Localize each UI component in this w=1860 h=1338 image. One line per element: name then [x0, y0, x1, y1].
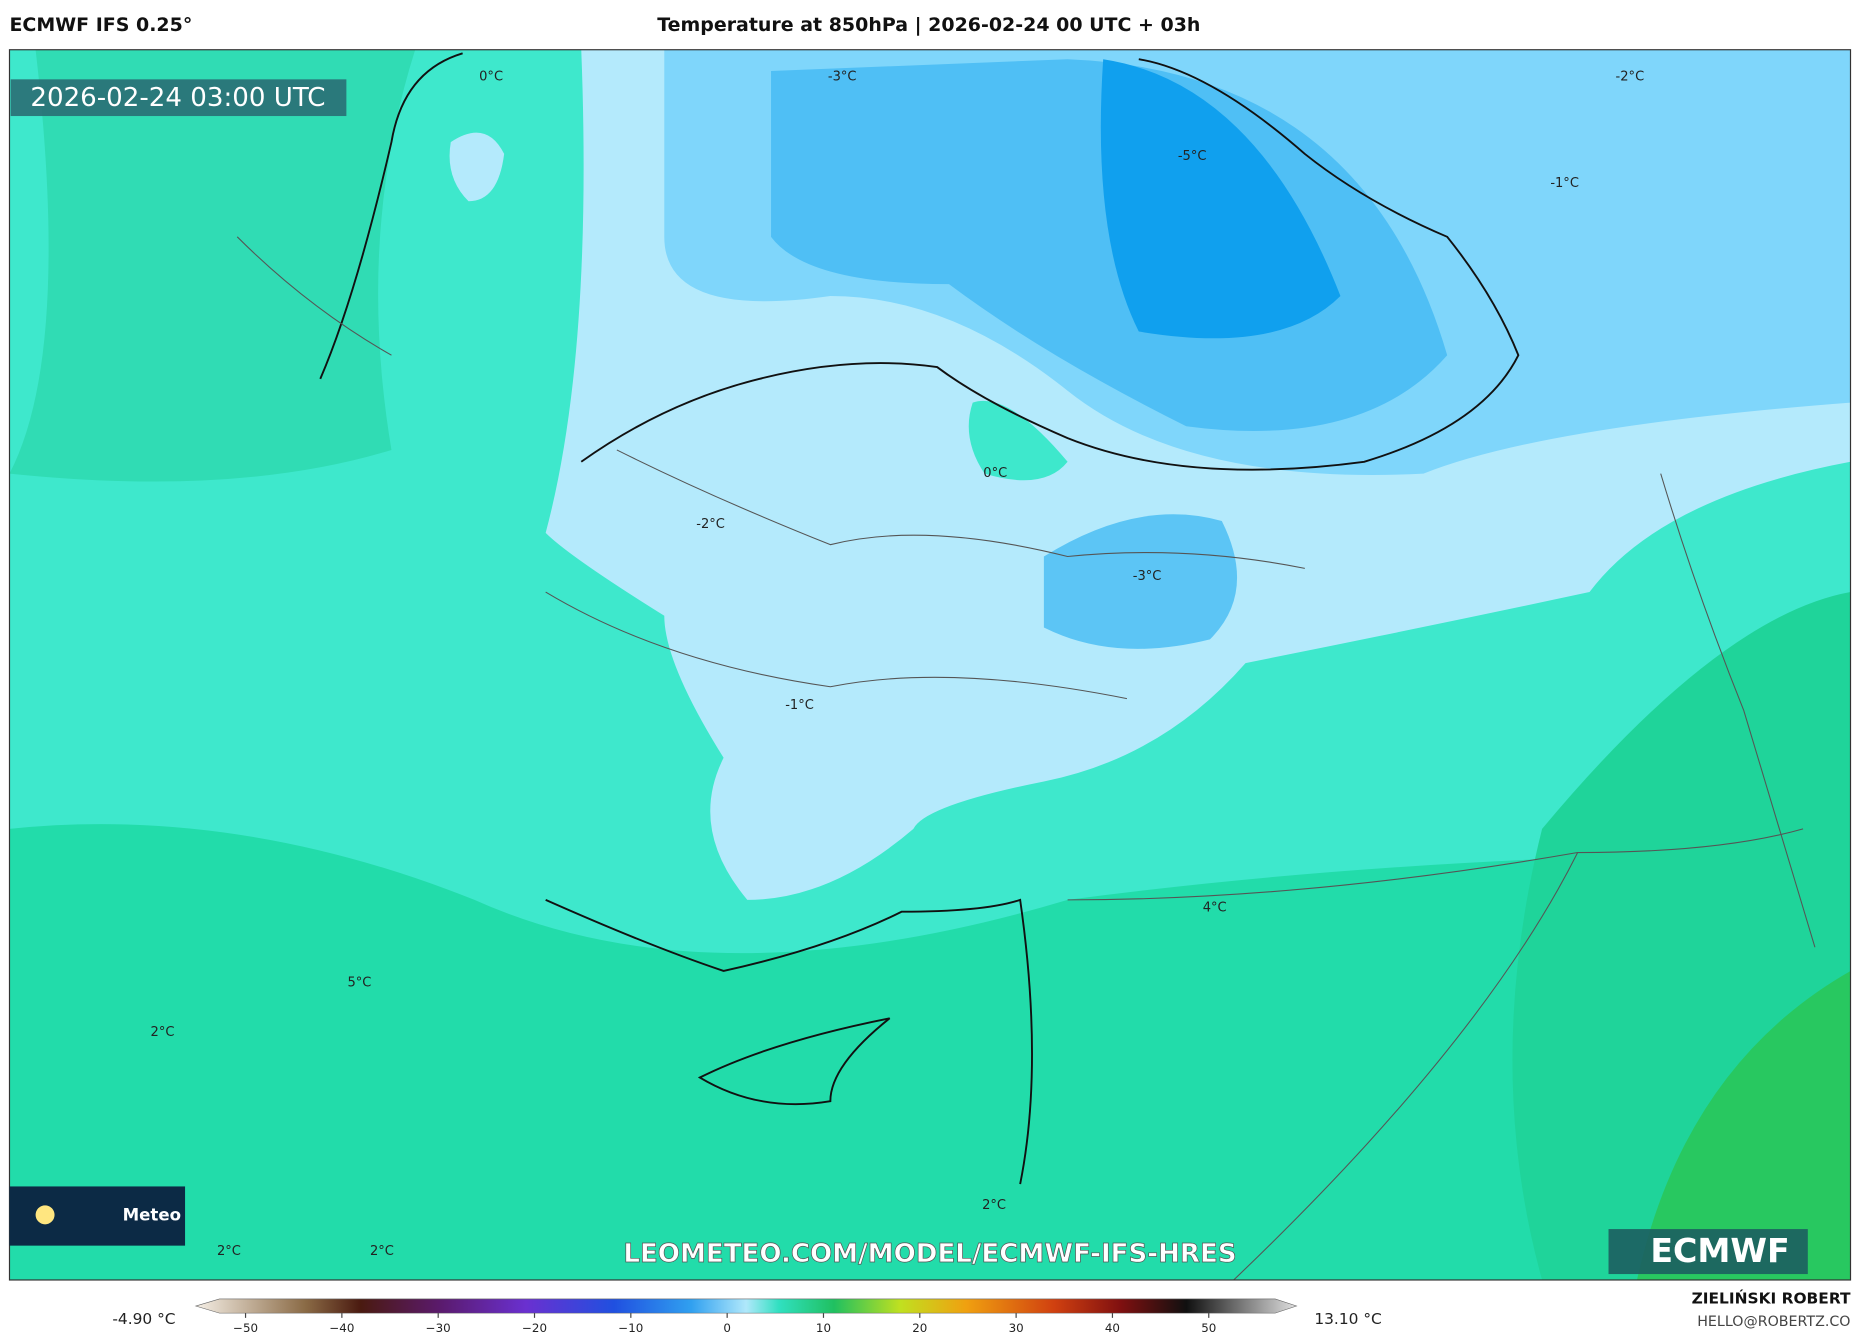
- colorbar-tick-label: −50: [233, 1321, 258, 1335]
- warm-zone: [9, 824, 1851, 1280]
- logo: ECMWF: [1650, 1231, 1789, 1270]
- warmest-zone: [1636, 970, 1851, 1280]
- colorbar-max: 13.10 °C: [1314, 1310, 1381, 1328]
- colorbar-tick-label: 40: [1105, 1321, 1120, 1335]
- contour-label: 2°C: [151, 1025, 175, 1040]
- warm-zone: [9, 49, 416, 482]
- contour-label: 2°C: [370, 1244, 394, 1259]
- colorbar-tick-label: 10: [816, 1321, 831, 1335]
- colorbar-tick-label: −30: [426, 1321, 451, 1335]
- colorbar-tick-label: 30: [1009, 1321, 1024, 1335]
- sun-icon: [35, 1205, 55, 1225]
- colorbar-min: -4.90 °C: [112, 1310, 175, 1328]
- coldest-zone: [1100, 59, 1341, 339]
- timestamp-box: [10, 79, 347, 117]
- contour-label: -5°C: [1178, 149, 1207, 164]
- cold-pocket: [1043, 514, 1238, 649]
- contour-label: 4°C: [1203, 901, 1227, 916]
- colorbar-tick-label: −20: [522, 1321, 547, 1335]
- colorbar-tick-label: 20: [912, 1321, 927, 1335]
- badge-text: Meteo: [123, 1206, 181, 1225]
- model-label: ECMWF IFS 0.25°: [9, 14, 192, 36]
- border: [236, 236, 1816, 1280]
- contour-label: -2°C: [696, 517, 725, 532]
- email: HELLO@ROBERTZ.CO: [1697, 1314, 1850, 1330]
- contour-label: -1°C: [1550, 176, 1579, 191]
- timestamp: 2026-02-24 03:00 UTC: [30, 83, 325, 113]
- coastline: [319, 52, 1520, 1185]
- map: [9, 49, 1851, 1280]
- warm-pocket: [968, 400, 1068, 481]
- map-frame: [8, 49, 1852, 1281]
- colorbar-tick-label: 50: [1201, 1321, 1216, 1335]
- contour-label: -1°C: [785, 698, 814, 713]
- contour-label: 0°C: [983, 466, 1007, 481]
- title: Temperature at 850hPa | 2026-02-24 00 UT…: [657, 14, 1200, 36]
- contour-label: 2°C: [217, 1244, 241, 1259]
- contour-label: -3°C: [828, 69, 857, 84]
- watermark: LEOMETEO.COM/MODEL/ECMWF-IFS-HRES: [623, 1239, 1236, 1269]
- colorbar-tick-label: −40: [329, 1321, 354, 1335]
- contour-label: 2°C: [982, 1198, 1006, 1213]
- contour-label: 0°C: [479, 69, 503, 84]
- contour-label: -2°C: [1616, 69, 1645, 84]
- colorbar-tick-label: 0: [723, 1321, 731, 1335]
- colorbar: [194, 1298, 1298, 1314]
- colorbar-tick-label: −10: [618, 1321, 643, 1335]
- colder-zone: [771, 59, 1448, 432]
- contour-label: -3°C: [1133, 569, 1162, 584]
- contour-label: 5°C: [347, 975, 371, 990]
- author: ZIELIŃSKI ROBERT: [1692, 1289, 1851, 1308]
- cold-pocket: [449, 132, 505, 202]
- logo-box: [1608, 1229, 1808, 1275]
